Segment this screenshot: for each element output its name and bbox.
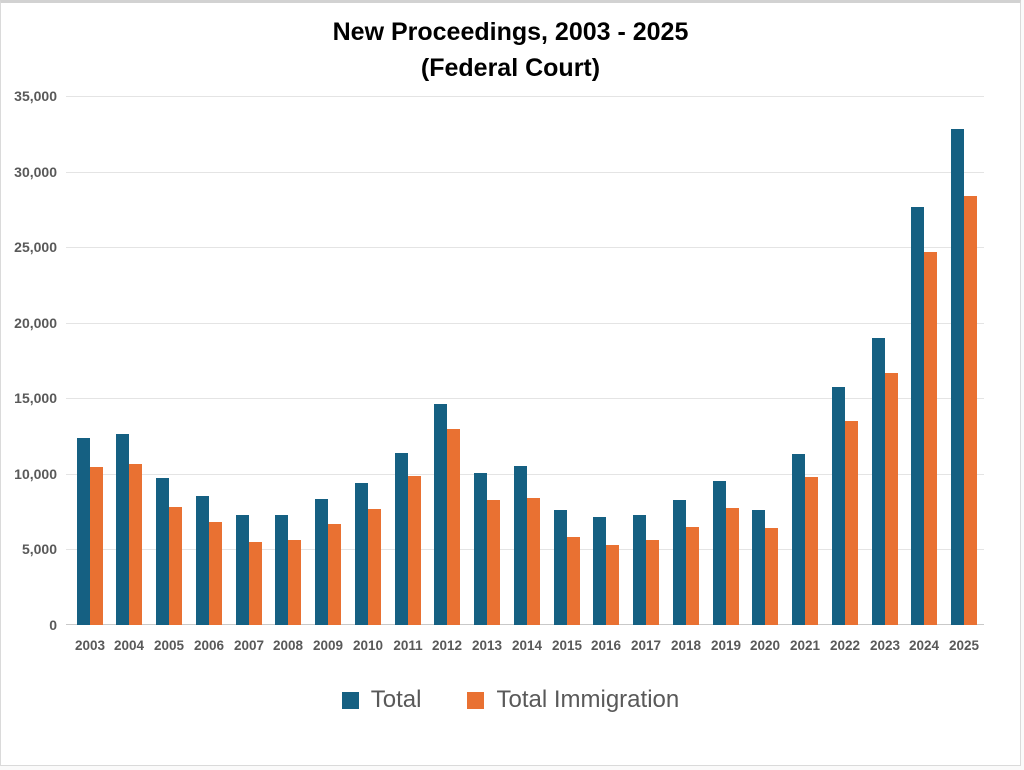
bar-2025-total-immigration bbox=[964, 196, 977, 625]
y-tick-label: 5,000 bbox=[21, 541, 57, 557]
x-tick-label-2005: 2005 bbox=[153, 638, 185, 653]
gridline bbox=[66, 398, 984, 399]
gridline bbox=[66, 172, 984, 173]
legend-label-total: Total bbox=[370, 686, 422, 713]
x-axis-labels: 2003 2004 2005 2006 2007 2008 2009 2010 2011 2012… bbox=[66, 638, 984, 658]
bar-2018-total-immigration bbox=[686, 527, 699, 625]
x-tick-label-2025: 2025 bbox=[948, 638, 980, 653]
bar-2006-total bbox=[196, 496, 209, 625]
bar-2016-total-immigration bbox=[606, 545, 619, 625]
bar-2019-total bbox=[713, 481, 726, 625]
bar-2025-total bbox=[951, 129, 964, 625]
bar-2020-total-immigration bbox=[765, 528, 778, 625]
bar-2008-total bbox=[275, 515, 288, 625]
bar-2024-total bbox=[911, 207, 924, 625]
y-tick-label: 0 bbox=[49, 617, 57, 633]
bar-2018-total bbox=[673, 500, 686, 625]
bar-2011-total bbox=[395, 453, 408, 625]
gridline bbox=[66, 247, 984, 248]
legend-item-total: Total bbox=[341, 686, 422, 714]
bar-2006-total-immigration bbox=[209, 522, 222, 625]
bar-2005-total bbox=[156, 478, 169, 625]
plot-area bbox=[66, 96, 984, 625]
x-tick-label-2024: 2024 bbox=[908, 638, 940, 653]
bar-2005-total-immigration bbox=[169, 507, 182, 625]
gridline bbox=[66, 96, 984, 97]
bar-2019-total-immigration bbox=[726, 508, 739, 625]
legend-label-total-immigration: Total Immigration bbox=[496, 686, 680, 713]
bar-2015-total-immigration bbox=[567, 537, 580, 625]
legend: Total Total Immigration bbox=[1, 686, 1020, 714]
x-tick-label-2022: 2022 bbox=[829, 638, 861, 653]
bar-2023-total-immigration bbox=[885, 373, 898, 625]
bar-2021-total-immigration bbox=[805, 477, 818, 625]
x-tick-label-2008: 2008 bbox=[272, 638, 304, 653]
bar-2022-total bbox=[832, 387, 845, 625]
bar-2014-total-immigration bbox=[527, 498, 540, 625]
x-tick-label-2004: 2004 bbox=[113, 638, 145, 653]
x-tick-label-2009: 2009 bbox=[312, 638, 344, 653]
y-tick-label: 35,000 bbox=[14, 88, 57, 104]
x-tick-label-2011: 2011 bbox=[393, 638, 423, 653]
bar-2003-total-immigration bbox=[90, 467, 103, 625]
bar-2009-total bbox=[315, 499, 328, 625]
y-tick-label: 30,000 bbox=[14, 164, 57, 180]
bar-2023-total bbox=[872, 338, 885, 625]
chart-title: New Proceedings, 2003 - 2025 (Federal Co… bbox=[1, 14, 1020, 86]
y-tick-label: 15,000 bbox=[14, 390, 57, 406]
bar-2003-total bbox=[77, 438, 90, 625]
gridline bbox=[66, 323, 984, 324]
bar-2012-total-immigration bbox=[447, 429, 460, 625]
x-tick-label-2016: 2016 bbox=[590, 638, 622, 653]
x-tick-label-2017: 2017 bbox=[630, 638, 662, 653]
x-tick-label-2018: 2018 bbox=[670, 638, 702, 653]
bar-2007-total bbox=[236, 515, 249, 625]
y-tick-label: 25,000 bbox=[14, 239, 57, 255]
y-tick-label: 20,000 bbox=[14, 315, 57, 331]
bar-2010-total bbox=[355, 483, 368, 625]
x-tick-label-2020: 2020 bbox=[749, 638, 781, 653]
chart-title-line2: (Federal Court) bbox=[420, 54, 601, 82]
x-tick-label-2010: 2010 bbox=[352, 638, 384, 653]
bar-2008-total-immigration bbox=[288, 540, 301, 625]
y-tick-label: 10,000 bbox=[14, 466, 57, 482]
bar-2013-total-immigration bbox=[487, 500, 500, 625]
x-tick-label-2014: 2014 bbox=[511, 638, 543, 653]
x-tick-label-2006: 2006 bbox=[193, 638, 225, 653]
x-tick-label-2003: 2003 bbox=[74, 638, 106, 653]
total-series-swatch-icon bbox=[341, 691, 359, 709]
bar-2016-total bbox=[593, 517, 606, 625]
x-tick-label-2019: 2019 bbox=[710, 638, 742, 653]
x-tick-label-2007: 2007 bbox=[233, 638, 265, 653]
bar-2011-total-immigration bbox=[408, 476, 421, 625]
x-tick-label-2021: 2021 bbox=[789, 638, 821, 653]
total-immigration-series-swatch-icon bbox=[467, 691, 485, 709]
bar-2004-total bbox=[116, 434, 129, 625]
bar-2017-total bbox=[633, 515, 646, 625]
bar-2009-total-immigration bbox=[328, 524, 341, 625]
x-tick-label-2012: 2012 bbox=[431, 638, 463, 653]
bar-2015-total bbox=[554, 510, 567, 625]
bar-2004-total-immigration bbox=[129, 464, 142, 625]
chart-title-line1: New Proceedings, 2003 - 2025 bbox=[332, 18, 689, 46]
bar-2024-total-immigration bbox=[924, 252, 937, 625]
x-tick-label-2023: 2023 bbox=[869, 638, 901, 653]
legend-item-total-immigration: Total Immigration bbox=[467, 686, 679, 714]
bar-2013-total bbox=[474, 473, 487, 625]
bar-2021-total bbox=[792, 454, 805, 625]
bar-2017-total-immigration bbox=[646, 540, 659, 625]
bar-2010-total-immigration bbox=[368, 509, 381, 625]
bar-2022-total-immigration bbox=[845, 421, 858, 625]
y-axis-labels: 0 5,000 10,000 15,000 20,000 25,000 30,000 35,0… bbox=[1, 88, 57, 633]
x-tick-label-2015: 2015 bbox=[551, 638, 583, 653]
bar-2020-total bbox=[752, 510, 765, 625]
bar-2012-total bbox=[434, 404, 447, 625]
bar-2014-total bbox=[514, 466, 527, 625]
bar-2007-total-immigration bbox=[249, 542, 262, 625]
x-tick-label-2013: 2013 bbox=[471, 638, 503, 653]
